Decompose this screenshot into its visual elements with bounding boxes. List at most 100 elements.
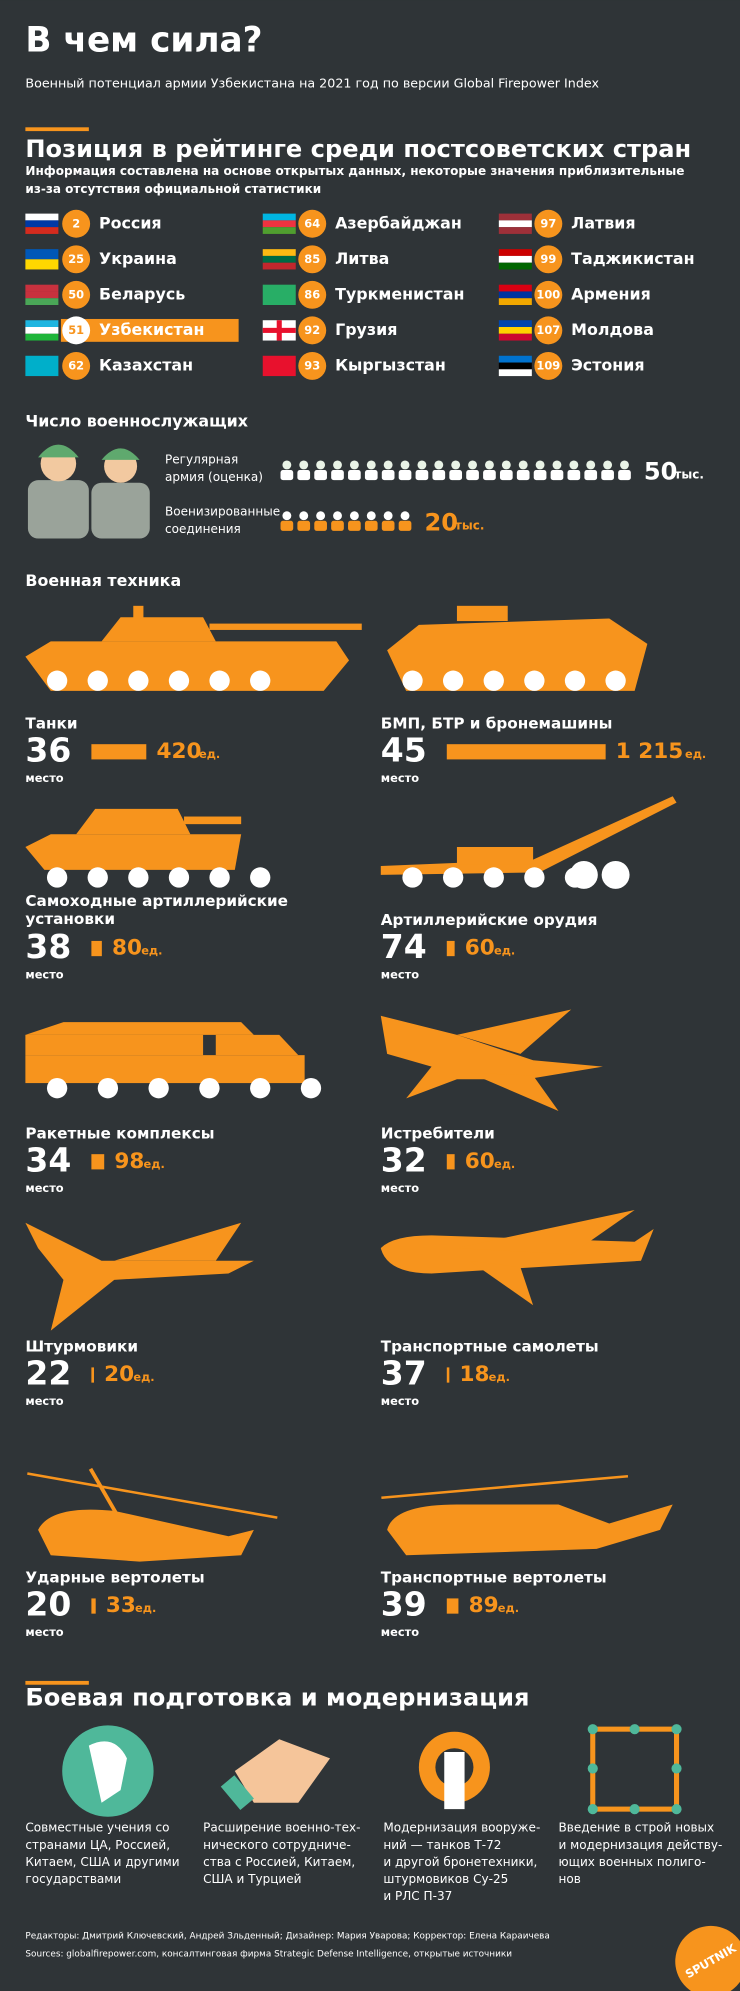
silhouette <box>25 1222 254 1331</box>
polygon-dot <box>671 1804 682 1815</box>
person-head <box>434 460 444 470</box>
row-label: Военизированные <box>165 504 280 518</box>
flag-stripe <box>498 327 532 334</box>
wheel <box>209 670 230 691</box>
value: 50 <box>644 458 678 486</box>
vehicle-icon <box>387 605 648 691</box>
count-bar <box>446 1598 459 1614</box>
silhouette <box>456 605 508 622</box>
silhouette <box>456 1210 635 1255</box>
rank-badge <box>298 280 327 309</box>
wheel <box>168 670 190 691</box>
vehicle-icon <box>27 1467 278 1562</box>
polygon-dot <box>587 1763 598 1774</box>
flag-stripe <box>262 249 296 256</box>
flag-stripe <box>25 249 59 260</box>
person-head <box>535 460 545 470</box>
count: 80 <box>112 936 142 961</box>
rank: 74 <box>381 927 427 966</box>
person-head <box>316 511 326 521</box>
equipment-name: Ударные вертолеты <box>25 1569 204 1587</box>
training-text: нического сотрудниче- <box>203 1838 351 1852</box>
count: 420 <box>156 739 201 764</box>
rank-badge <box>62 209 91 238</box>
silhouette <box>25 1034 204 1056</box>
flag-stripe <box>262 262 296 270</box>
count: 18 <box>459 1362 489 1387</box>
person-body <box>348 470 361 481</box>
training-text: государствами <box>25 1872 121 1886</box>
wheel <box>483 867 504 888</box>
wheel <box>564 670 586 691</box>
flag-stripe <box>262 213 296 221</box>
flag-stripe <box>498 284 532 292</box>
wheel <box>46 670 68 691</box>
person-body <box>280 470 294 481</box>
rank: 25 <box>68 252 84 266</box>
equipment-name: Истребители <box>381 1124 495 1142</box>
wheel <box>605 670 626 691</box>
flag-stripe <box>498 291 532 299</box>
country-name: Латвия <box>571 213 635 232</box>
flag-stripe <box>498 320 532 328</box>
person-body <box>297 520 311 531</box>
silhouette <box>387 1504 673 1556</box>
training-text: штурмовиков Су-25 <box>383 1872 508 1886</box>
flag-stripe <box>25 284 59 292</box>
unit: тыс. <box>455 518 485 532</box>
rank-badge <box>298 316 327 345</box>
divider <box>25 127 89 132</box>
wheel <box>442 670 464 691</box>
rank: 92 <box>304 323 320 337</box>
rank-badge <box>534 351 563 380</box>
rank: 64 <box>304 216 320 230</box>
polygon-dot <box>629 1804 640 1815</box>
country-name: Россия <box>99 213 162 232</box>
wheel <box>87 867 108 888</box>
soldiers-illustration <box>27 444 150 539</box>
person-body <box>364 520 378 531</box>
training-text: и другой бронетехники, <box>383 1855 537 1869</box>
unit: ед. <box>133 1370 154 1384</box>
rank: 100 <box>536 287 560 301</box>
rank-badge <box>62 351 91 380</box>
person-head <box>282 460 292 470</box>
title: В чем сила? <box>25 21 262 61</box>
rank-badge <box>534 209 563 238</box>
rank: 51 <box>68 323 84 337</box>
equipment-name: Танки <box>25 714 77 732</box>
flag-stripe <box>498 333 532 341</box>
count-bar <box>91 1154 105 1170</box>
rank: 45 <box>381 730 427 769</box>
section-title: Число военнослужащих <box>25 411 248 430</box>
wheel <box>250 1078 271 1099</box>
country-name: Эстония <box>571 355 644 374</box>
polygon-dot <box>587 1804 598 1815</box>
flag-cross <box>262 327 296 333</box>
wheel <box>250 867 271 888</box>
country-name: Армения <box>571 284 651 303</box>
wheel <box>250 670 271 691</box>
flag-stripe <box>262 284 296 306</box>
rank: 32 <box>381 1140 427 1179</box>
unit: ед. <box>494 944 515 958</box>
person-body <box>398 470 412 481</box>
flag-stripe <box>498 227 532 234</box>
handshake-icon <box>234 1739 331 1803</box>
rank-badge <box>298 351 327 380</box>
silhouette <box>215 1034 299 1056</box>
flag-stripe <box>25 227 59 234</box>
unit: ед. <box>494 1157 515 1171</box>
rank-label: место <box>25 968 63 982</box>
rank-label: место <box>381 1181 419 1195</box>
flag-stripe <box>25 220 59 228</box>
person-body <box>432 470 446 481</box>
person-body <box>331 470 344 481</box>
rank: 97 <box>540 216 556 230</box>
polygon-dot <box>671 1724 682 1735</box>
rank-badge <box>62 245 91 274</box>
unit: ед. <box>135 1601 156 1615</box>
person-head <box>468 460 478 470</box>
row-label: соединения <box>165 522 241 536</box>
